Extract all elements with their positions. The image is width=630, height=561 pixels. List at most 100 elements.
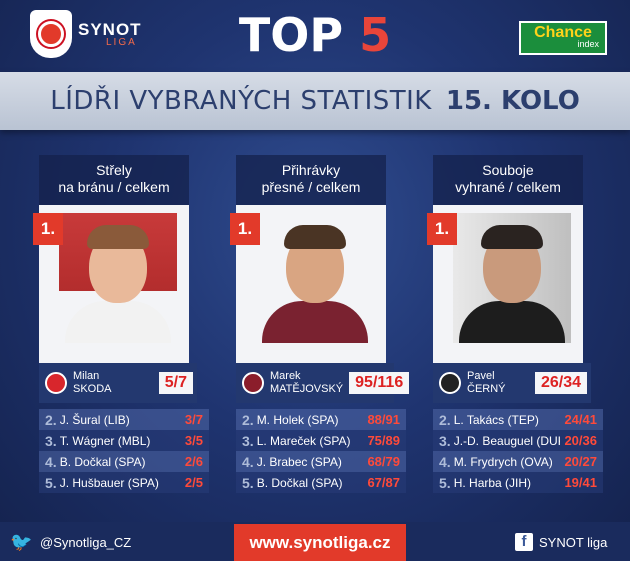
rank-badge: 1. (33, 213, 63, 245)
ball-icon (38, 21, 64, 47)
list-player: B. Dočkal (SPA) (59, 454, 146, 469)
list-rank: 5. (242, 474, 254, 491)
logo-sub-text: LIGA (106, 36, 137, 48)
player-photo-box: 1. (427, 205, 583, 363)
list-item: 4. J. Brabec (SPA) 68/79 (236, 451, 406, 472)
stat-column-duels: Souboje vyhrané / celkem 1. Pavel ČERNÝ … (427, 155, 603, 493)
stat-title: Přihrávky přesné / celkem (236, 155, 386, 205)
leader-first-name: Milan (73, 370, 100, 382)
club-crest-icon (242, 372, 264, 394)
leader-name: Pavel ČERNÝ (467, 370, 529, 396)
leader-row: Marek MATĚJOVSKÝ 95/116 (236, 363, 410, 403)
list-rank: 3. (45, 432, 57, 449)
list-item: 3. J.-D. Beauguel (DUK) 20/36 (433, 430, 603, 451)
list-player: M. Frydrych (OVA) (453, 454, 553, 469)
player-photo (256, 213, 374, 343)
list-value: 3/7 (184, 412, 203, 427)
ranking-list: 2. J. Šural (LIB) 3/7 3. T. Wágner (MBL)… (39, 409, 209, 493)
club-crest-icon (439, 372, 461, 394)
list-player: J. Hušbauer (SPA) (59, 475, 159, 490)
facebook-page[interactable]: f SYNOT liga (515, 533, 607, 551)
subtitle-text: LÍDŘI VYBRANÝCH STATISTIK (50, 86, 432, 116)
title-number: 5 (359, 8, 392, 62)
list-rank: 2. (242, 411, 254, 428)
list-rank: 4. (242, 453, 254, 470)
list-value: 68/79 (367, 454, 400, 469)
sponsor-sub-text: index (577, 39, 599, 49)
twitter-handle[interactable]: 🐦 @Synotliga_CZ (10, 533, 131, 551)
list-player: B. Dočkal (SPA) (256, 475, 343, 490)
leader-score: 5/7 (158, 372, 193, 394)
list-item: 2. J. Šural (LIB) 3/7 (39, 409, 209, 430)
facebook-page-text: SYNOT liga (539, 534, 608, 550)
leader-first-name: Pavel (467, 370, 495, 382)
list-value: 24/41 (564, 412, 597, 427)
stat-column-shots: Střely na bránu / celkem 1. Milan SKODA … (33, 155, 209, 493)
website-link[interactable]: www.synotliga.cz (234, 524, 406, 561)
page-title: TOP 5 (0, 8, 630, 62)
player-photo-box: 1. (33, 205, 189, 363)
list-rank: 2. (45, 411, 57, 428)
list-player: J.-D. Beauguel (DUK) (453, 433, 561, 448)
twitter-icon: 🐦 (10, 532, 33, 552)
stat-title-line1: Střely (96, 162, 132, 178)
list-player: T. Wágner (MBL) (59, 433, 151, 448)
list-value: 2/5 (184, 475, 203, 490)
player-photo (453, 213, 571, 343)
stat-title-line1: Přihrávky (281, 162, 341, 178)
list-value: 20/36 (564, 433, 597, 448)
list-player: L. Mareček (SPA) (256, 433, 351, 448)
stat-column-passes: Přihrávky přesné / celkem 1. Marek MATĚJ… (230, 155, 410, 493)
list-value: 2/6 (184, 454, 203, 469)
facebook-icon: f (515, 533, 533, 551)
stat-title: Střely na bránu / celkem (39, 155, 189, 205)
list-player: J. Šural (LIB) (59, 412, 130, 427)
list-value: 67/87 (367, 475, 400, 490)
list-player: J. Brabec (SPA) (256, 454, 342, 469)
list-item: 5. B. Dočkal (SPA) 67/87 (236, 472, 406, 493)
list-player: M. Holek (SPA) (256, 412, 339, 427)
title-word: TOP (238, 8, 344, 62)
list-rank: 4. (45, 453, 57, 470)
player-photo (59, 213, 177, 343)
club-crest-icon (45, 372, 67, 394)
stat-title-line2: vyhrané / celkem (455, 179, 561, 195)
leader-score: 95/116 (349, 372, 410, 394)
leader-score: 26/34 (534, 372, 587, 394)
leader-name: Milan SKODA (73, 370, 153, 396)
sponsor-main-text: Chance (534, 24, 592, 41)
list-item: 2. L. Takács (TEP) 24/41 (433, 409, 603, 430)
logo-text: SYNOT LIGA (78, 21, 142, 48)
list-value: 20/27 (564, 454, 597, 469)
sponsor-logo: Chance index (519, 21, 607, 55)
list-item: 3. T. Wágner (MBL) 3/5 (39, 430, 209, 451)
leader-last-name: SKODA (73, 383, 112, 395)
synot-liga-logo: SYNOT LIGA (30, 10, 142, 58)
round-label: 15. KOLO (445, 86, 580, 116)
list-item: 5. J. Hušbauer (SPA) 2/5 (39, 472, 209, 493)
rank-badge: 1. (230, 213, 260, 245)
stat-title-line1: Souboje (482, 162, 534, 178)
list-value: 3/5 (184, 433, 203, 448)
list-rank: 3. (439, 432, 451, 449)
stat-title-line2: na bránu / celkem (58, 179, 170, 195)
logo-main-text: SYNOT (78, 19, 142, 39)
list-value: 75/89 (367, 433, 400, 448)
shield-icon (30, 10, 72, 58)
list-value: 88/91 (367, 412, 400, 427)
list-player: H. Harba (JIH) (453, 475, 532, 490)
leader-last-name: ČERNÝ (467, 383, 506, 395)
list-item: 3. L. Mareček (SPA) 75/89 (236, 430, 406, 451)
list-value: 19/41 (564, 475, 597, 490)
list-item: 4. B. Dočkal (SPA) 2/6 (39, 451, 209, 472)
list-rank: 5. (439, 474, 451, 491)
ranking-list: 2. M. Holek (SPA) 88/91 3. L. Mareček (S… (236, 409, 406, 493)
list-rank: 4. (439, 453, 451, 470)
twitter-handle-text: @Synotliga_CZ (40, 534, 132, 550)
leader-row: Milan SKODA 5/7 (39, 363, 197, 403)
subtitle-band: LÍDŘI VYBRANÝCH STATISTIK 15. KOLO (0, 72, 630, 130)
list-rank: 2. (439, 411, 451, 428)
stat-title-line2: přesné / celkem (261, 179, 361, 195)
player-photo-box: 1. (230, 205, 386, 363)
list-rank: 3. (242, 432, 254, 449)
